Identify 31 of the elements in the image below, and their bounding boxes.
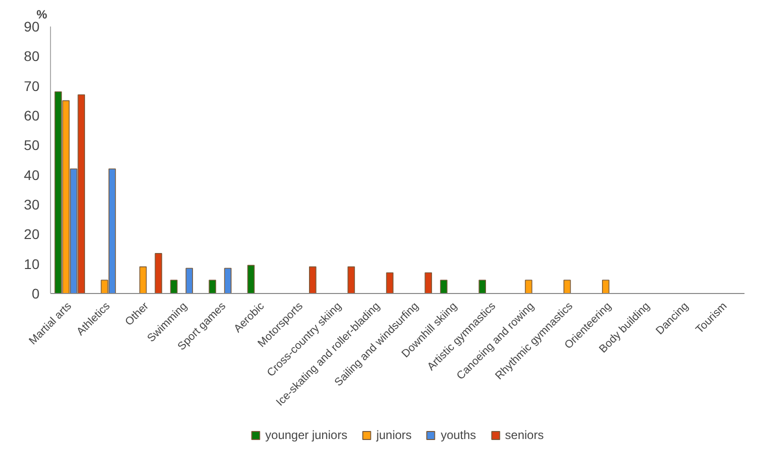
legend-label: youths [440,428,476,442]
bar [309,266,316,294]
legend-label: seniors [505,428,544,442]
y-tick-label: 10 [24,256,40,272]
bar [478,280,486,294]
y-axis-title: % [36,8,48,22]
y-tick-label: 80 [24,48,40,64]
bar [154,253,162,294]
bar [563,280,571,294]
y-tick-label: 0 [32,286,40,302]
y-tick-label: 40 [24,166,40,183]
bar [602,280,610,294]
legend-label: juniors [376,428,412,442]
bar [247,264,255,294]
bar [524,280,532,294]
y-tick-label: 50 [24,137,40,154]
bar [208,280,216,294]
bar [186,268,193,294]
bar [139,266,147,294]
y-tick-label: 30 [24,196,40,212]
bar [224,268,232,294]
bar [386,272,394,294]
legend-label: younger juniors [265,428,348,442]
bar [170,280,178,294]
y-tick-label: 70 [24,78,40,94]
bar [424,272,432,294]
bar [348,266,355,294]
y-tick-label: 60 [24,108,40,124]
y-tick-label: 20 [24,226,40,242]
bar [440,280,448,294]
y-tick-label: 90 [24,18,40,34]
